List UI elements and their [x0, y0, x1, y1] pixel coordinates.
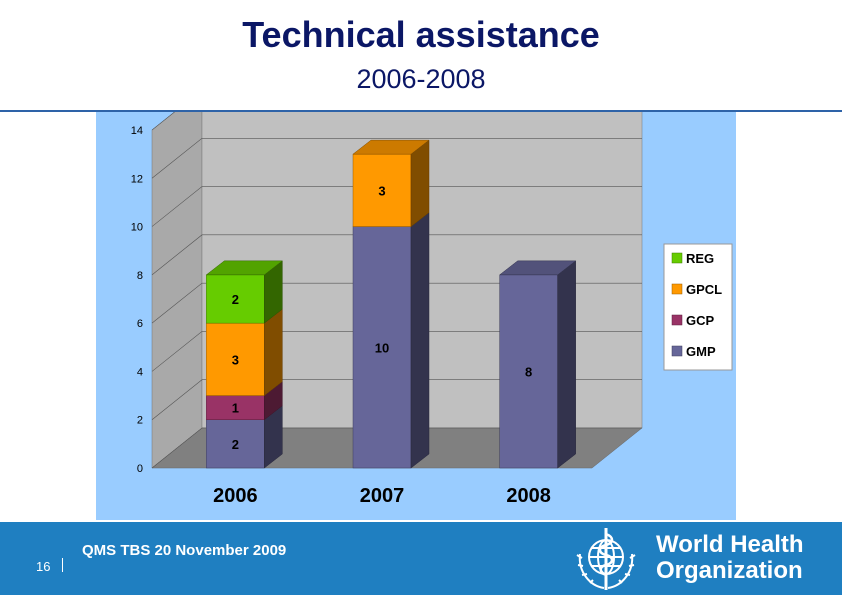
x-tick-label: 2007: [360, 485, 405, 507]
data-label: 3: [232, 352, 239, 367]
gridline: [151, 427, 642, 469]
bar-segment-gpcl: [352, 153, 412, 227]
data-label: 10: [375, 340, 389, 355]
legend-label-reg: REG: [686, 251, 714, 266]
gridline: [151, 137, 642, 179]
x-tick-label: 2008: [506, 485, 550, 507]
y-tick-label: 12: [131, 173, 143, 185]
page-number: 16: [36, 559, 51, 574]
data-label: 3: [378, 183, 385, 198]
org-name-line1: World Health: [656, 531, 804, 558]
stacked-bar-chart: 0 2 4 6 8 10 12 14 2 1 3 2 2006 10 3 2007 8 2008 REG GPCL GC…: [96, 89, 736, 520]
footer-band: 16 QMS TBS 20 November 2009 World Health…: [0, 522, 842, 595]
gridline: [151, 379, 642, 420]
bar-side-gpcl: [264, 308, 283, 397]
y-tick-label: 10: [131, 222, 143, 234]
page-number-separator: [62, 558, 63, 572]
data-label: 2: [232, 437, 239, 452]
y-tick-label: 14: [131, 125, 143, 137]
bar-top-gmp: [498, 260, 577, 276]
y-tick-label: 8: [137, 270, 143, 282]
legend-label-gcp: GCP: [686, 313, 715, 328]
bar-top-reg: [205, 260, 284, 276]
bar-segment-gpcl: [206, 322, 265, 396]
chart-side-wall: [151, 89, 203, 469]
legend-swatch-gcp: [671, 314, 683, 326]
y-tick-label: 6: [137, 318, 143, 330]
legend-swatch-gmp: [671, 345, 683, 357]
gridline: [151, 234, 642, 276]
data-label: 8: [525, 364, 532, 379]
bar-side-gmp: [410, 212, 430, 469]
slide-title: Technical assistance: [242, 14, 600, 55]
x-tick-label: 2006: [213, 485, 257, 507]
bar-side-gmp: [557, 260, 576, 469]
org-name-line2: Organization: [656, 557, 803, 584]
slide-subtitle: 2006-2008: [356, 64, 486, 94]
title-divider: [0, 110, 842, 112]
gridline: [151, 186, 642, 227]
data-label: 2: [232, 292, 239, 307]
gridline: [151, 282, 642, 324]
y-tick-label: 2: [137, 415, 143, 427]
chart-area: 0 2 4 6 8 10 12 14 2 1 3 2 2006 10 3 2007 8 2008 REG GPCL GC…: [96, 89, 736, 520]
who-emblem-icon: [576, 528, 636, 590]
legend-swatch-gpcl: [671, 283, 683, 295]
bar-top-gpcl: [352, 139, 430, 155]
bar-segment-gmp: [499, 274, 558, 469]
bar-segment-gmp: [352, 226, 412, 469]
data-label: 1: [232, 401, 239, 416]
legend-label-gmp: GMP: [686, 344, 716, 359]
footer-text: QMS TBS 20 November 2009: [82, 542, 287, 559]
bar-side-gpcl: [410, 139, 430, 228]
y-tick-label: 0: [137, 463, 143, 475]
gridline: [151, 331, 642, 372]
legend-label-gpcl: GPCL: [686, 282, 722, 297]
legend-swatch-reg: [671, 252, 683, 264]
y-tick-label: 4: [137, 366, 143, 378]
bar-segment-reg: [206, 274, 265, 324]
